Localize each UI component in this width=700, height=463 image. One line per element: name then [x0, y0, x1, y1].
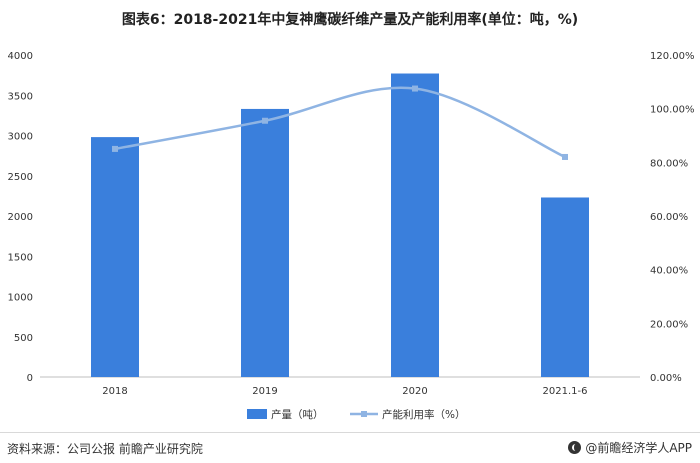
- x-tick-label: 2019: [252, 386, 277, 397]
- y-right-tick-label: 20.00%: [650, 319, 688, 330]
- x-tick-label: 2021.1-6: [543, 386, 588, 397]
- bar-2020: [391, 73, 439, 377]
- utilization-line: [114, 86, 566, 159]
- legend-swatch-marker: [361, 411, 367, 417]
- y-right-tick-label: 80.00%: [650, 158, 688, 169]
- line-series: [112, 85, 568, 160]
- y-right-tick-label: 40.00%: [650, 266, 688, 277]
- line-marker-2021.1-6: [562, 153, 568, 160]
- line-marker-2020: [412, 85, 418, 92]
- y-left-tick-label: 3500: [8, 91, 33, 102]
- x-tick-label: 2020: [402, 386, 427, 397]
- y-left-tick-label: 1500: [8, 252, 33, 263]
- y-right-tick-label: 0.00%: [650, 373, 682, 384]
- y-left-tick-label: 1000: [8, 293, 33, 304]
- y-left-tick-label: 2500: [8, 172, 33, 183]
- line-marker-2019: [262, 117, 268, 124]
- y-left-tick-label: 4000: [8, 51, 33, 62]
- brand-label: @前瞻经济学人APP: [585, 441, 692, 455]
- bar-2019: [241, 108, 289, 377]
- y-right-tick-label: 120.00%: [650, 51, 695, 62]
- bar-2021.1-6: [541, 197, 589, 377]
- legend-label-bar: 产量（吨）: [271, 408, 324, 421]
- legend: 产量（吨） 产能利用率（%）: [247, 408, 465, 421]
- y-left-tick-label: 3000: [8, 132, 33, 143]
- legend-swatch-bar: [247, 409, 267, 419]
- chart-title: 图表6：2018-2021年中复神鹰碳纤维产量及产能利用率(单位：吨，%): [121, 12, 579, 28]
- y-right-tick-label: 60.00%: [650, 212, 688, 223]
- y-right-tick-label: 100.00%: [650, 105, 695, 116]
- brand: @前瞻经济学人APP: [568, 439, 692, 456]
- line-marker-2018: [112, 145, 118, 152]
- source-note: 资料来源：公司公报 前瞻产业研究院: [7, 442, 203, 456]
- x-tick-labels: 2018 2019 2020 2021.1-6: [102, 386, 587, 397]
- legend-label-line: 产能利用率（%）: [382, 408, 465, 421]
- footer: 资料来源：公司公报 前瞻产业研究院 @前瞻经济学人APP: [0, 432, 700, 463]
- y-left-tick-label: 0: [27, 373, 33, 384]
- y-left-tick-label: 500: [14, 333, 33, 344]
- bar-2018: [91, 137, 139, 377]
- bar-series: [91, 73, 589, 377]
- y-left-tick-label: 2000: [8, 212, 33, 223]
- brand-logo-icon: [568, 441, 582, 454]
- chart: 0 500 1000 1500 2000 2500 3000 3500 4000 0.00% 20.…: [8, 51, 695, 421]
- axes: 0 500 1000 1500 2000 2500 3000 3500 4000 0.00% 20.…: [8, 51, 695, 384]
- x-tick-label: 2018: [102, 386, 127, 397]
